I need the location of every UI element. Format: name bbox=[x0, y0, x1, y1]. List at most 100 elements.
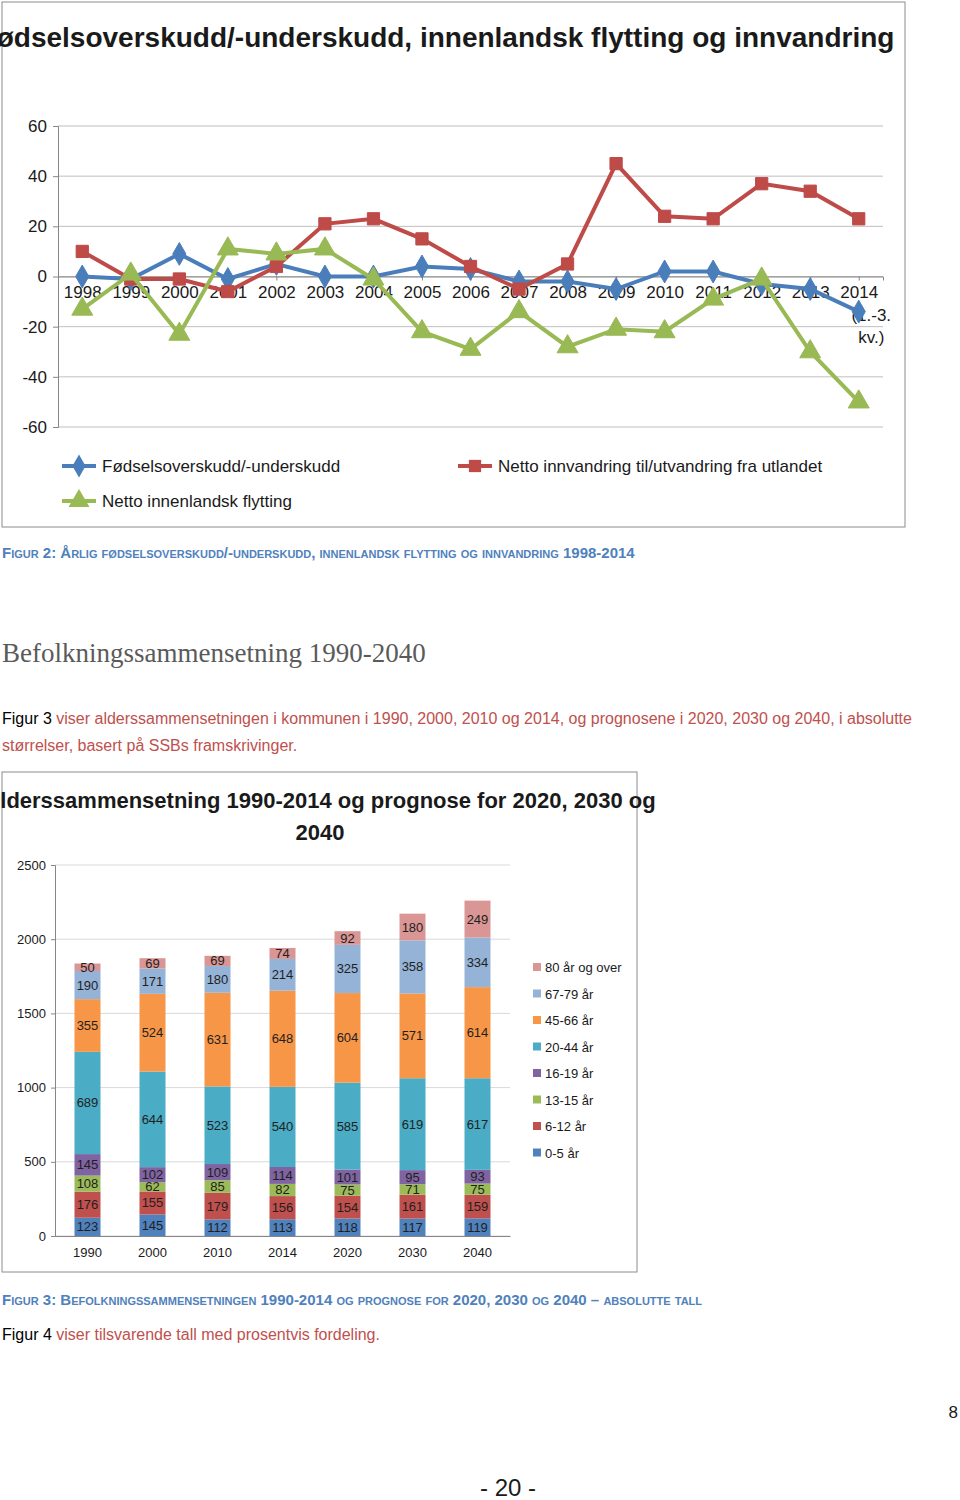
x-tick-label-line: 2014 bbox=[840, 283, 878, 302]
bar-segment bbox=[465, 1078, 491, 1170]
series-marker bbox=[561, 258, 573, 270]
legend-marker bbox=[469, 460, 481, 472]
legend-swatch bbox=[533, 1016, 541, 1024]
series-marker bbox=[169, 322, 190, 340]
bar-segment bbox=[400, 914, 426, 941]
data-label: 69 bbox=[145, 956, 159, 971]
bar-segment bbox=[465, 1195, 491, 1219]
data-label: 50 bbox=[80, 960, 94, 975]
y-tick: 40 bbox=[28, 167, 58, 186]
x-axis: 1990200020102014202020302040 bbox=[56, 1236, 511, 1260]
bar-segment bbox=[400, 940, 426, 993]
x-tick-label: 2010 bbox=[646, 283, 684, 302]
data-label: 249 bbox=[467, 912, 489, 927]
data-label: 112 bbox=[207, 1220, 228, 1235]
bar-segment bbox=[140, 1214, 166, 1236]
legend-item: 20-44 år bbox=[533, 1040, 594, 1055]
y-tick: 2000 bbox=[17, 932, 55, 947]
series-marker bbox=[415, 255, 428, 278]
x-tick: 2040 bbox=[463, 1236, 492, 1260]
data-label: 524 bbox=[142, 1025, 164, 1040]
x-tick-label: 2006 bbox=[452, 283, 490, 302]
data-label: 114 bbox=[272, 1168, 293, 1183]
bar-segment bbox=[205, 966, 231, 993]
data-label: 171 bbox=[142, 974, 164, 989]
x-tick-label-line: kv.) bbox=[858, 328, 884, 347]
y-tick-label: 500 bbox=[24, 1154, 46, 1169]
series-marker bbox=[707, 260, 720, 283]
x-tick: 2030 bbox=[398, 1236, 427, 1260]
y-tick: -20 bbox=[22, 318, 58, 337]
data-labels: 1231761081456893551905014515562102644524… bbox=[77, 912, 489, 1236]
series-marker bbox=[72, 297, 93, 315]
series-marker bbox=[658, 210, 670, 222]
y-tick-mark bbox=[53, 176, 58, 177]
legend-label: 67-79 år bbox=[545, 987, 594, 1002]
bar-segment bbox=[75, 1192, 101, 1218]
bar-segment bbox=[465, 987, 491, 1078]
x-tick-label: 2030 bbox=[398, 1245, 427, 1260]
plot-area bbox=[72, 158, 869, 408]
chart-frame bbox=[2, 2, 905, 527]
paragraph-text: viser alderssammensetningen i kommunen i… bbox=[2, 710, 912, 754]
y-tick: 1000 bbox=[17, 1080, 55, 1095]
bar-segment bbox=[270, 1219, 296, 1236]
legend-item: Netto innenlandsk flytting bbox=[62, 489, 292, 511]
y-tick-label: 20 bbox=[28, 217, 47, 236]
y-axis: 05001000150020002500 bbox=[17, 858, 55, 1244]
chart-frame bbox=[2, 772, 637, 1272]
x-tick: 2000 bbox=[138, 1236, 167, 1260]
bar-segment bbox=[465, 1218, 491, 1236]
bar-segment bbox=[400, 1195, 426, 1219]
series-marker bbox=[606, 317, 627, 335]
grid-line bbox=[58, 126, 883, 127]
bar-segment bbox=[335, 1218, 361, 1236]
data-label: 82 bbox=[275, 1182, 289, 1197]
data-label: 648 bbox=[272, 1031, 294, 1046]
legend-swatch bbox=[533, 1122, 541, 1130]
y-tick-label: 1000 bbox=[17, 1080, 46, 1095]
bar-segment bbox=[75, 1052, 101, 1154]
data-label: 179 bbox=[207, 1199, 229, 1214]
grid-line bbox=[55, 939, 510, 940]
x-tick-label: 2010 bbox=[203, 1245, 232, 1260]
legend-label: 20-44 år bbox=[545, 1040, 594, 1055]
data-label: 325 bbox=[337, 961, 359, 976]
y-tick-label: -40 bbox=[22, 368, 47, 387]
legend-swatch bbox=[533, 963, 541, 971]
data-label: 689 bbox=[77, 1095, 99, 1110]
legend-label: 6-12 år bbox=[545, 1119, 587, 1134]
legend-swatch bbox=[533, 1149, 541, 1157]
bar-segment bbox=[270, 991, 296, 1087]
series-line bbox=[82, 164, 858, 292]
series-marker bbox=[464, 260, 476, 272]
series-marker bbox=[367, 213, 379, 225]
figure-caption: Figur 3: Befolkningssammensetningen 1990… bbox=[2, 1291, 702, 1308]
chart-title: Alderssammensetning 1990-2014 og prognos… bbox=[0, 788, 656, 845]
chart-title: Fødselsoverskudd/-underskudd, innenlands… bbox=[0, 22, 894, 53]
series-marker bbox=[460, 337, 481, 355]
data-label: 155 bbox=[142, 1195, 164, 1210]
legend: 80 år og over67-79 år45-66 år20-44 år16-… bbox=[533, 960, 622, 1161]
x-tick-label: 2014 bbox=[268, 1245, 297, 1260]
series-marker bbox=[800, 340, 821, 358]
data-label: 334 bbox=[467, 955, 489, 970]
series-marker bbox=[363, 267, 384, 285]
legend-label: 45-66 år bbox=[545, 1013, 594, 1028]
data-label: 176 bbox=[77, 1197, 99, 1212]
y-axis-line bbox=[51, 866, 56, 1237]
legend-item: Netto innvandring til/utvandring fra utl… bbox=[458, 457, 822, 476]
legend-label: 0-5 år bbox=[545, 1146, 580, 1161]
bar-segment bbox=[400, 1219, 426, 1236]
bar-segment bbox=[140, 994, 166, 1072]
x-tick-label: 2014(1.-3.kv.) bbox=[840, 283, 891, 348]
grid-line bbox=[58, 176, 883, 177]
bar-segment bbox=[205, 993, 231, 1087]
bar-segment bbox=[465, 901, 491, 938]
data-label: 358 bbox=[402, 959, 424, 974]
series-marker bbox=[654, 320, 675, 338]
x-tick-label-line: 2002 bbox=[258, 283, 296, 302]
series-marker bbox=[411, 320, 432, 338]
y-tick-mark bbox=[53, 327, 58, 328]
paragraph-text: viser tilsvarende tall med prosentvis fo… bbox=[56, 1326, 380, 1343]
